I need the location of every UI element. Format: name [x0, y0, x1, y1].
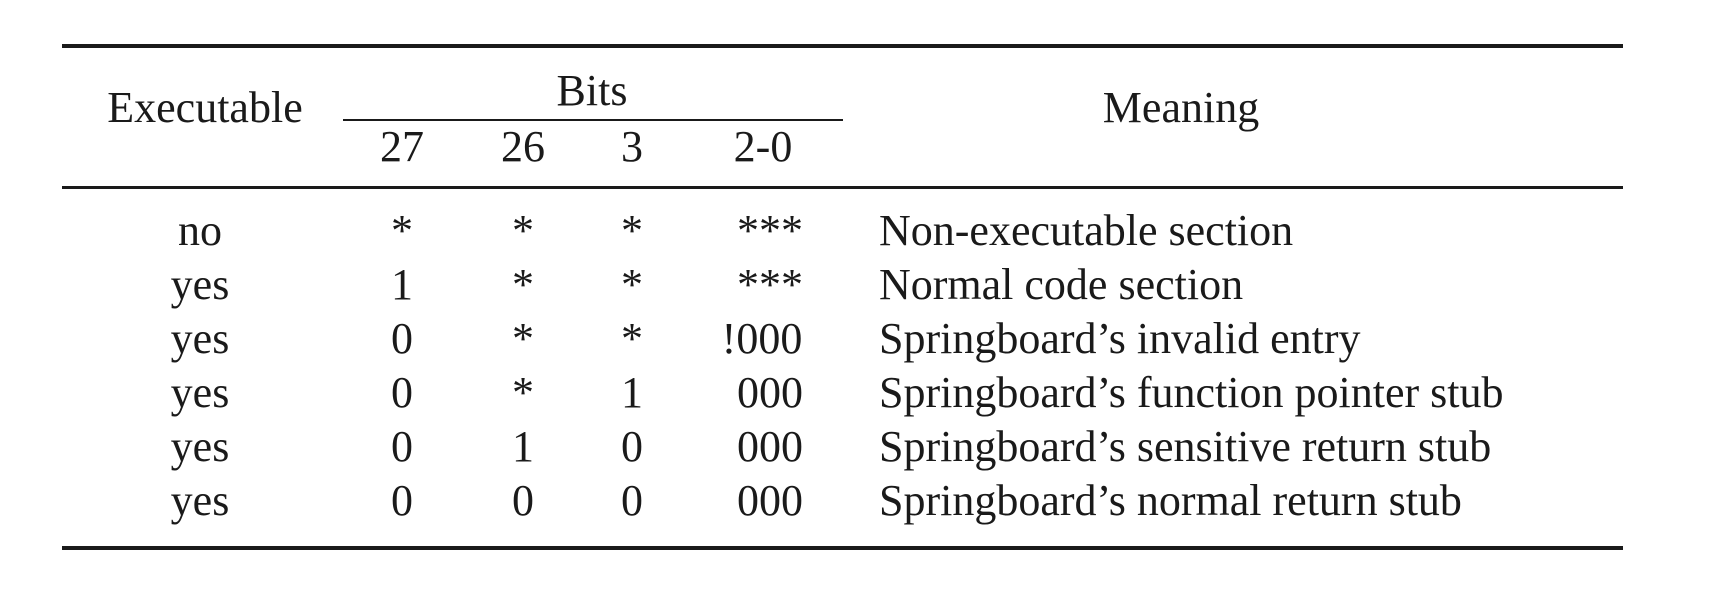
cell-meaning: Springboard’s invalid entry	[879, 314, 1361, 363]
cell-meaning: Springboard’s normal return stub	[879, 476, 1462, 525]
cell-bit-3: *	[621, 314, 643, 363]
cell-meaning: Non-executable section	[879, 206, 1294, 255]
cell-bit-26: *	[512, 368, 534, 417]
cell-bit-2-0: !000	[721, 314, 803, 363]
cell-bit-27: 0	[391, 368, 413, 417]
cell-meaning: Springboard’s function pointer stub	[879, 368, 1504, 417]
cell-meaning: Springboard’s sensitive return stub	[879, 422, 1492, 471]
header-bit-3: 3	[621, 122, 643, 171]
cell-bit-3: *	[621, 260, 643, 309]
top-rule	[62, 44, 1623, 48]
cell-bit-2-0: 000	[737, 422, 803, 471]
cell-bit-2-0: ***	[737, 260, 803, 309]
cell-bit-26: *	[512, 314, 534, 363]
cell-bit-26: *	[512, 206, 534, 255]
cell-bit-3: 0	[621, 422, 643, 471]
bits-group-rule	[343, 119, 843, 121]
cell-executable: no	[178, 206, 222, 255]
cell-bit-27: 0	[391, 314, 413, 363]
cell-executable: yes	[170, 422, 230, 471]
cell-bit-3: *	[621, 206, 643, 255]
header-executable: Executable	[107, 83, 303, 132]
cell-executable: yes	[170, 476, 230, 525]
cell-bit-27: 0	[391, 422, 413, 471]
cell-bit-3: 0	[621, 476, 643, 525]
bottom-rule	[62, 546, 1623, 550]
cell-bit-27: *	[391, 206, 413, 255]
header-bit-2-0: 2-0	[733, 122, 793, 171]
header-rule	[62, 186, 1623, 189]
header-meaning: Meaning	[1102, 83, 1260, 132]
cell-bit-26: *	[512, 260, 534, 309]
header-bits: Bits	[556, 66, 628, 115]
header-bit-26: 26	[501, 122, 545, 171]
cell-meaning: Normal code section	[879, 260, 1244, 309]
header-bit-27: 27	[380, 122, 424, 171]
cell-bit-2-0: ***	[737, 206, 803, 255]
cell-bit-3: 1	[621, 368, 643, 417]
cell-bit-2-0: 000	[737, 368, 803, 417]
cell-bit-2-0: 000	[737, 476, 803, 525]
cell-bit-26: 0	[512, 476, 534, 525]
cell-executable: yes	[170, 260, 230, 309]
cell-bit-26: 1	[512, 422, 534, 471]
cell-bit-27: 0	[391, 476, 413, 525]
cell-executable: yes	[170, 314, 230, 363]
cell-bit-27: 1	[391, 260, 413, 309]
cell-executable: yes	[170, 368, 230, 417]
